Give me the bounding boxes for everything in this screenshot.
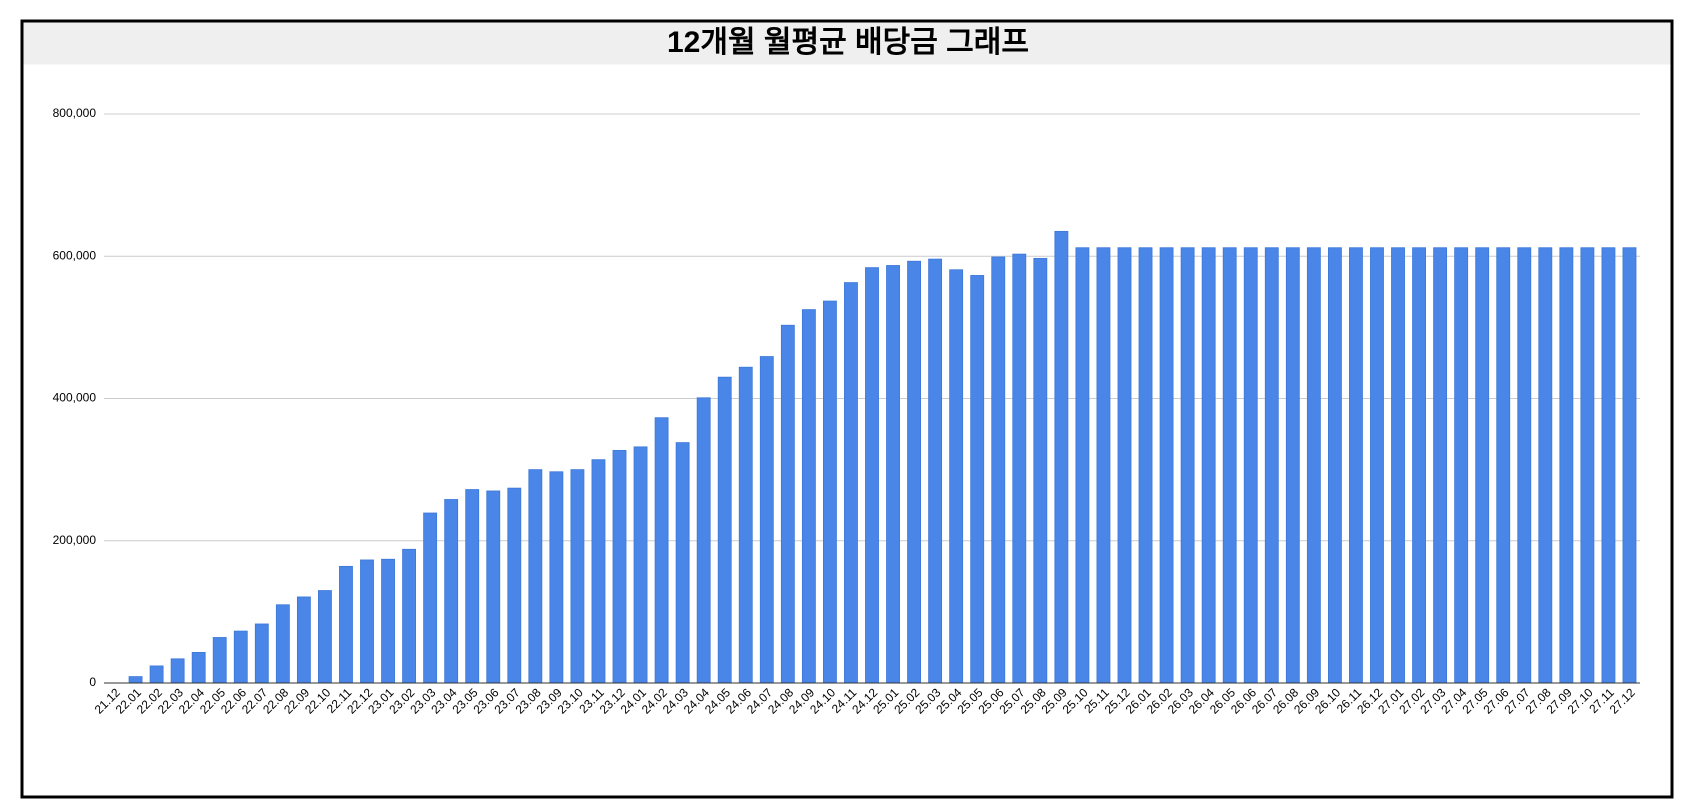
bar	[1180, 247, 1195, 684]
bar	[928, 258, 943, 684]
bar	[717, 376, 732, 684]
bar	[1306, 247, 1321, 684]
bar	[759, 356, 774, 684]
bar	[1433, 247, 1448, 684]
bar	[633, 446, 648, 684]
y-tick-label: 200,000	[53, 533, 97, 547]
y-tick-label: 400,000	[53, 391, 97, 405]
bar	[528, 469, 543, 684]
bar	[381, 558, 395, 684]
bar	[149, 665, 164, 684]
bar	[233, 630, 248, 684]
bar	[170, 658, 185, 684]
bar	[738, 366, 753, 684]
bar	[1138, 247, 1153, 684]
bar	[1538, 247, 1553, 684]
title-band	[23, 22, 1671, 65]
bar	[1201, 247, 1216, 684]
bar	[1243, 247, 1258, 684]
bar	[1033, 257, 1048, 684]
bar	[907, 260, 922, 684]
bar	[1117, 247, 1132, 684]
bar	[991, 256, 1006, 684]
bar	[360, 559, 374, 684]
bar	[318, 590, 332, 684]
bar	[1327, 247, 1342, 684]
bar	[1285, 247, 1300, 684]
bar	[1096, 247, 1111, 684]
bar	[1054, 230, 1069, 684]
bar	[191, 652, 206, 684]
chart-title: 12개월 월평균 배당금 그래프	[667, 26, 1029, 59]
bar	[1475, 247, 1490, 684]
bar	[949, 269, 964, 684]
bar	[1559, 247, 1574, 684]
bar	[1012, 253, 1027, 684]
y-tick-label: 600,000	[53, 248, 97, 262]
bar	[1264, 247, 1279, 684]
bar	[549, 471, 564, 684]
bar	[1222, 247, 1237, 684]
bar	[296, 596, 311, 684]
bar	[1412, 247, 1426, 684]
y-tick-label: 800,000	[53, 106, 97, 120]
bar	[212, 637, 227, 684]
bar	[465, 489, 480, 684]
bar	[339, 565, 353, 684]
bar	[780, 324, 795, 684]
bar	[423, 512, 438, 684]
bar	[275, 604, 290, 684]
bar	[402, 548, 417, 684]
bar	[844, 282, 858, 684]
bar	[1454, 247, 1469, 684]
y-tick-label: 0	[89, 675, 96, 689]
bar	[1601, 247, 1616, 684]
bar	[801, 309, 816, 684]
bar	[1159, 247, 1174, 684]
bar	[1075, 247, 1090, 684]
bar	[1370, 247, 1384, 684]
bar	[507, 487, 522, 684]
bar	[1496, 247, 1511, 684]
bar	[696, 397, 711, 684]
bar	[486, 490, 501, 684]
bar	[970, 275, 985, 684]
bar	[1349, 247, 1363, 684]
bar	[1580, 247, 1595, 684]
bar	[1517, 247, 1532, 684]
bar	[886, 265, 900, 684]
bar	[822, 300, 837, 684]
bar	[591, 459, 606, 684]
bar	[612, 450, 627, 684]
bar	[865, 267, 879, 684]
bar	[444, 499, 459, 684]
bar	[654, 417, 669, 684]
bar	[1391, 247, 1405, 684]
bar	[254, 623, 269, 684]
bar	[128, 676, 143, 684]
bar	[1622, 247, 1637, 684]
bar	[675, 442, 690, 684]
bar	[570, 469, 585, 684]
